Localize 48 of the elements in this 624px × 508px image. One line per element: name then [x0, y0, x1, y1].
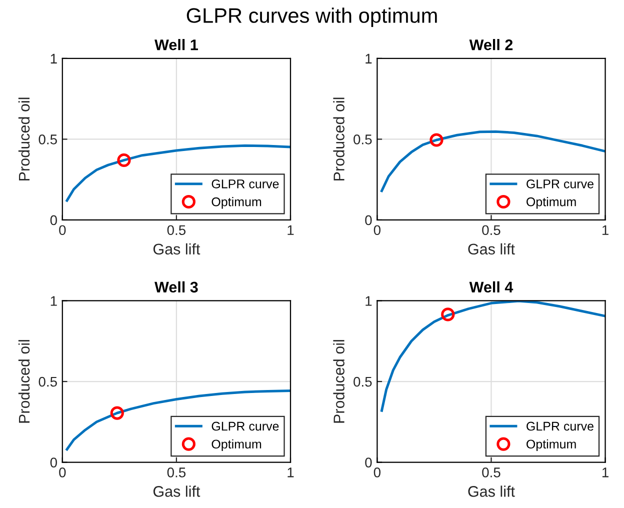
x-tick-label: 0.5	[167, 468, 186, 478]
y-tick-label: 1	[50, 54, 57, 64]
y-axis-title: Produced oil	[18, 340, 30, 423]
legend-label: Optimum	[212, 439, 262, 452]
x-tick-label: 0.5	[482, 468, 500, 478]
x-tick-label: 0.5	[482, 225, 500, 236]
legend-label: Optimum	[526, 197, 576, 209]
line-series	[66, 389, 290, 451]
x-axis-title: Gas lift	[153, 243, 200, 255]
legend-label: Optimum	[526, 439, 576, 452]
x-tick-label: 1	[602, 225, 608, 235]
legend-label: GLPR curve	[526, 422, 594, 431]
x-tick-label: 0	[59, 468, 66, 478]
y-tick-label: 0	[365, 215, 372, 226]
y-tick-label: 0.5	[354, 134, 372, 144]
y-tick-label: 1	[366, 296, 372, 306]
x-tick-label: 0	[374, 225, 380, 236]
y-tick-label: 0.5	[38, 376, 57, 387]
chart-title: Well 2	[469, 39, 513, 50]
legend-label: GLPR curve	[212, 422, 279, 431]
chart-title: Well 1	[154, 39, 198, 50]
y-axis-title: Produced oil	[333, 340, 344, 423]
x-tick-label: 0.5	[167, 225, 186, 236]
x-axis-title: Gas lift	[153, 486, 200, 497]
x-axis-title: Gas lift	[468, 243, 515, 255]
y-tick-label: 1	[366, 54, 372, 64]
line-series	[380, 300, 606, 412]
x-tick-label: 1	[288, 225, 294, 235]
x-tick-label: 1	[602, 468, 608, 478]
legend-label: GLPR curve	[212, 179, 279, 188]
y-tick-label: 0	[365, 458, 372, 468]
chart-title: Well 4	[469, 281, 514, 293]
text: GLPR curves with optimum	[186, 8, 437, 28]
y-tick-label: 0.5	[38, 134, 57, 144]
x-axis-title: Gas lift	[468, 486, 515, 497]
y-axis-title: Produced oil	[333, 98, 344, 180]
legend-label: GLPR curve	[526, 179, 594, 188]
legend-label: Optimum	[212, 197, 262, 209]
chart-title: Well 3	[154, 281, 198, 293]
x-tick-label: 1	[288, 468, 294, 478]
y-tick-label: 0	[50, 215, 57, 226]
y-tick-label: 0	[50, 458, 57, 468]
y-tick-label: 0.5	[354, 376, 372, 387]
x-tick-label: 0	[59, 225, 66, 236]
x-tick-label: 0	[374, 468, 380, 478]
line-series	[380, 130, 606, 192]
y-tick-label: 1	[50, 296, 57, 306]
y-axis-title: Produced oil	[18, 98, 30, 180]
